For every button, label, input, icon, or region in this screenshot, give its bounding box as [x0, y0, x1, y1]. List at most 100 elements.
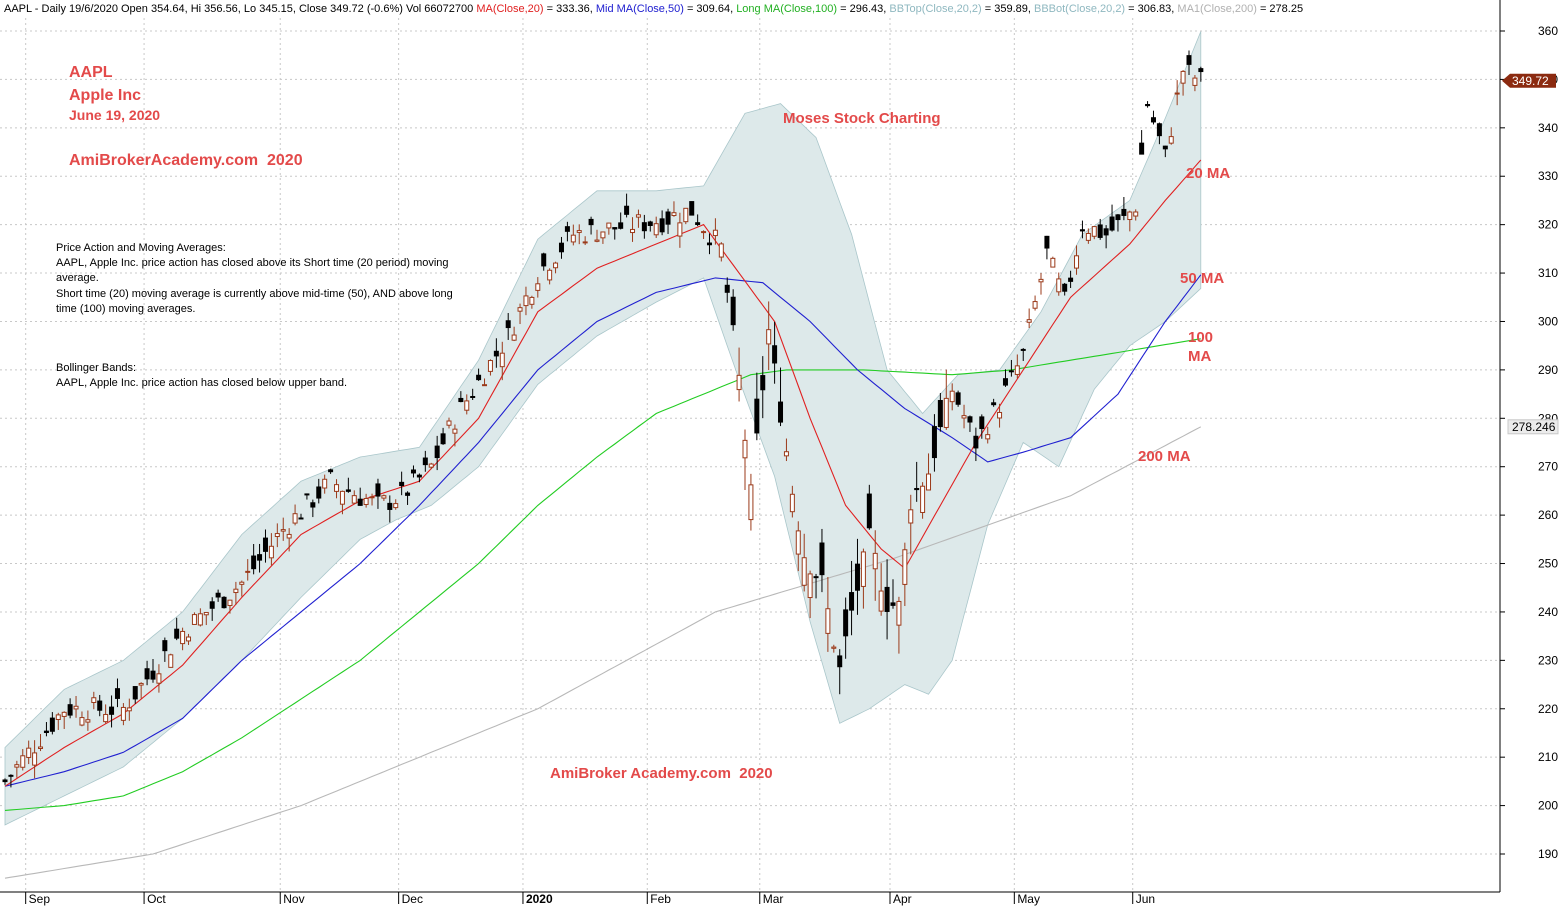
y-tick-label: 290	[1538, 363, 1558, 377]
candle-body	[470, 395, 476, 398]
candle-body	[606, 222, 612, 229]
header-segment: BBBot(Close,20,2)	[1034, 3, 1125, 15]
candle-body	[174, 628, 180, 639]
candle-body	[1085, 232, 1091, 241]
candle-body	[67, 704, 73, 716]
candle-body	[754, 398, 760, 434]
candle-body	[132, 686, 138, 700]
ma100-label-line1: 100	[1188, 329, 1213, 346]
candle-body	[55, 714, 61, 720]
candle-body	[298, 517, 304, 520]
candle-body	[878, 590, 884, 612]
candle-body	[647, 221, 653, 226]
candle-body	[458, 397, 464, 403]
candle-body	[493, 350, 499, 357]
candle-body	[1150, 117, 1156, 123]
candle-body	[635, 214, 641, 218]
site-label: AmiBrokerAcademy.com 2020	[69, 152, 303, 169]
candle-body	[257, 554, 263, 561]
candle-body	[866, 493, 872, 529]
candle-body	[872, 552, 878, 570]
candle-body	[1121, 208, 1127, 216]
candle-body	[665, 211, 671, 225]
x-tick-label: 2020	[526, 892, 553, 906]
x-tick-label: Dec	[402, 892, 423, 906]
candle-body	[671, 212, 677, 217]
candle-body	[523, 295, 529, 307]
candle-body	[849, 592, 855, 611]
candle-body	[813, 576, 819, 579]
candle-body	[280, 529, 286, 532]
candle-body	[505, 320, 511, 329]
candle-body	[630, 228, 636, 234]
candle-body	[730, 296, 736, 326]
candle-body	[547, 269, 553, 281]
y-tick-label: 250	[1538, 557, 1558, 571]
candle-body	[487, 360, 493, 372]
watermark-top: Moses Stock Charting	[783, 110, 941, 127]
candle-body	[209, 601, 215, 609]
candle-body	[600, 231, 606, 239]
candle-body	[97, 700, 103, 711]
candle-body	[837, 655, 843, 668]
candle-body	[191, 614, 197, 625]
candle-body	[618, 222, 624, 229]
y-tick-label: 270	[1538, 460, 1558, 474]
candle-body	[1156, 123, 1162, 137]
candle-body	[931, 426, 937, 459]
candle-body	[268, 545, 274, 559]
candle-body	[742, 439, 748, 459]
candle-body	[778, 401, 784, 423]
header-segment: MA(Close,20)	[476, 3, 543, 15]
header-segment: MA1(Close,200)	[1177, 3, 1256, 15]
candle-body	[286, 533, 292, 539]
moving-averages	[4, 159, 1202, 879]
ma200-price-tag	[1507, 419, 1559, 435]
last-price-label: 349.72	[1512, 74, 1549, 88]
header-segment: = 333.36,	[544, 3, 596, 15]
chart-header: AAPL - Daily 19/6/2020 Open 354.64, Hi 3…	[4, 3, 1303, 15]
candle-body	[381, 495, 387, 499]
candle-body	[955, 392, 961, 405]
candle-body	[79, 717, 85, 726]
x-tick-label: Feb	[650, 892, 671, 906]
candle-body	[860, 551, 866, 587]
y-tick-label: 210	[1538, 750, 1558, 764]
candle-body	[653, 223, 659, 236]
candle-body	[1145, 103, 1151, 107]
y-tick-label: 310	[1538, 266, 1558, 280]
candle-body	[1162, 145, 1168, 150]
candle-body	[712, 229, 718, 237]
candle-body	[1044, 235, 1050, 249]
candle-body	[428, 463, 434, 468]
candle-body	[310, 502, 316, 508]
note-bb-line1: AAPL, Apple Inc. price action has closed…	[56, 377, 347, 389]
bollinger-band-area	[4, 31, 1202, 826]
candle-body	[943, 397, 949, 428]
candle-body	[890, 602, 896, 606]
candle-body	[967, 416, 973, 423]
candle-body	[138, 682, 144, 686]
candle-body	[20, 755, 26, 768]
candle-body	[405, 492, 411, 496]
candle-body	[1074, 255, 1080, 269]
candle-body	[227, 599, 233, 606]
candle-body	[351, 495, 357, 504]
candle-body	[576, 230, 582, 233]
note-bb-title: Bollinger Bands:	[56, 362, 136, 374]
candle-body	[162, 640, 168, 652]
candle-body	[452, 428, 458, 434]
candle-body	[156, 673, 162, 684]
y-tick-label: 360	[1538, 24, 1558, 38]
candle-body	[186, 636, 192, 642]
candle-body	[38, 746, 44, 750]
candle-body	[795, 530, 801, 555]
candle-body	[393, 503, 399, 509]
candle-body	[8, 774, 14, 777]
note-pa-line4: time (100) moving averages.	[56, 303, 195, 315]
x-tick-label: Mar	[763, 892, 784, 906]
candle-body	[683, 207, 689, 223]
candle-body	[410, 469, 416, 474]
candle-body	[440, 433, 446, 445]
